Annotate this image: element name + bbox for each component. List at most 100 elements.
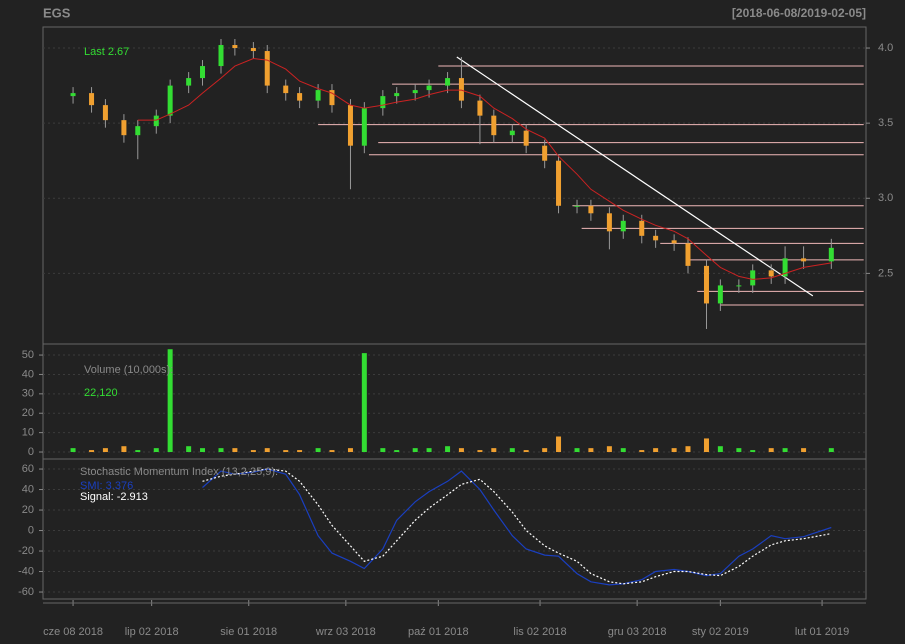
y-tick-label: 2.5 [878,267,893,279]
candle-body [200,66,206,79]
candle-body [70,93,76,97]
candle-body [347,105,353,146]
panel-title: Volume (10,000s): [84,364,173,376]
candle-body [153,115,159,127]
volume-bar [232,448,238,453]
candle-body [186,78,192,86]
candle-body [315,90,321,101]
volume-bar [412,448,418,453]
volume-bar [250,450,256,453]
x-tick-label: sty 02 2019 [692,626,749,638]
y-tick-label: 4.0 [878,42,893,54]
volume-bar [70,448,76,453]
panel-frame [42,26,867,345]
smi-line [202,468,832,585]
volume-bar [574,448,580,453]
volume-bar [283,450,289,453]
volume-bar [556,436,562,453]
volume-bar [102,448,108,453]
y-tick-label: 40 [22,483,34,495]
volume-bar [782,448,788,453]
volume-bar [653,448,659,453]
candle-body [782,258,788,277]
volume-bar [509,448,515,453]
volume-bar [458,448,464,453]
candle-body [574,205,580,207]
panel-frame [42,458,867,600]
volume-bar [89,450,95,453]
y-tick-label: 30 [22,388,34,400]
y-tick-label: -60 [18,586,34,598]
moving-average [137,57,832,280]
volume-bar [703,438,709,453]
volume-bar [329,450,335,453]
volume-bar [717,446,723,453]
candle-body [412,90,418,94]
volume-bar [264,448,270,453]
candle-body [620,220,626,232]
candle-body [509,130,515,136]
candle-body [491,115,497,136]
volume-bar [135,450,141,453]
volume-bar [542,448,548,453]
candle-body [768,270,774,277]
volume-bar [750,450,756,453]
volume-bar [167,349,173,453]
candle-body [297,93,303,101]
volume-bar [361,353,367,453]
candle-body [361,108,367,146]
volume-bar [639,450,645,453]
volume-bar [736,448,742,453]
candle-body [542,145,548,161]
legend-entry: SMI: 3.376 [80,480,133,492]
x-tick-label: gru 03 2018 [608,626,667,638]
candle-body [477,100,483,116]
candle-body [394,93,400,97]
last-price: Last 2.67 [84,46,129,58]
candle-body [167,85,173,116]
panel-frame [42,343,867,460]
candle-body [250,48,256,52]
candle-body [717,285,723,304]
volume-bar [801,448,807,453]
candle-body [639,220,645,236]
candle-body [329,90,335,106]
y-tick-label: 0 [28,524,34,536]
volume-bar [394,450,400,453]
legend-entry: Signal: -2.913 [80,491,148,503]
x-tick-label: lip 02 2018 [125,626,179,638]
y-tick-label: 3.5 [878,117,893,129]
x-tick-label: sie 01 2018 [220,626,277,638]
candle-body [801,258,807,262]
candle-body [828,247,834,262]
volume-bar [218,448,224,453]
volume-last: 22,120 [84,387,118,399]
chart-subtitle: [2018-06-08/2019-02-05] [732,6,866,20]
volume-bar [477,450,483,453]
x-tick-label: lut 01 2019 [795,626,849,638]
y-tick-label: 3.0 [878,192,893,204]
x-tick-label: cze 08 2018 [43,626,103,638]
volume-bar [606,446,612,453]
chart-title: EGS [43,5,71,20]
candle-body [283,85,289,94]
volume-bar [297,450,303,453]
candle-body [703,265,709,304]
candle-body [380,96,386,109]
volume-bar [768,448,774,453]
candle-body [102,105,108,121]
volume-bar [445,446,451,453]
candle-body [458,78,464,101]
volume-bar [186,446,192,453]
volume-bar [588,448,594,453]
y-tick-label: 0 [28,446,34,458]
volume-bar [828,448,834,453]
y-tick-label: -40 [18,565,34,577]
volume-bar [671,448,677,453]
x-tick-label: paź 01 2018 [408,626,469,638]
candle-body [121,120,127,136]
y-tick-label: 20 [22,407,34,419]
x-tick-label: lis 02 2018 [513,626,566,638]
candle-body [653,235,659,241]
